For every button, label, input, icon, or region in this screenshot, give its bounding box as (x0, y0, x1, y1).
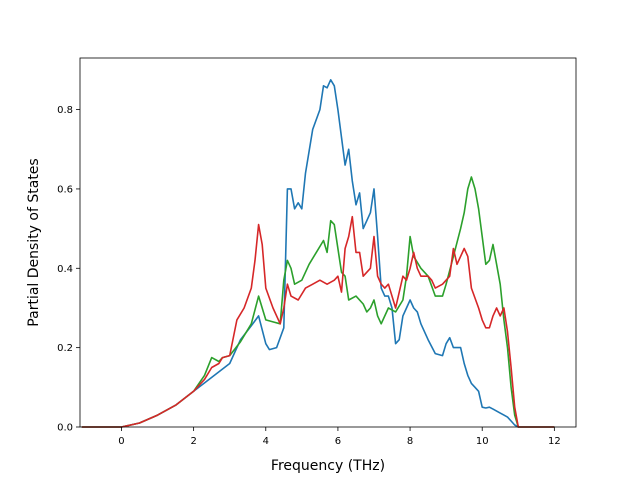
x-tick-label: 6 (335, 436, 341, 447)
x-tick-label: 8 (407, 436, 413, 447)
y-tick-label: 0.6 (57, 184, 73, 195)
y-tick-label: 0.4 (57, 264, 73, 275)
x-tick-label: 2 (190, 436, 196, 447)
x-tick-label: 4 (263, 436, 269, 447)
series-line-2 (81, 176, 555, 428)
y-axis-ticks: 0.0 0.2 0.4 0.6 0.8 (57, 105, 80, 434)
x-tick-label: 0 (118, 436, 124, 447)
x-tick-label: 10 (476, 436, 489, 447)
x-axis-title: Frequency (THz) (271, 458, 385, 474)
y-tick-label: 0.0 (57, 423, 73, 434)
series-line-1 (81, 79, 555, 428)
axes-frame (79, 57, 577, 428)
x-axis-ticks: 0 2 4 6 8 10 12 (118, 427, 561, 447)
y-tick-label: 0.2 (57, 343, 73, 354)
y-axis-title: Partial Density of States (26, 158, 42, 326)
x-tick-label: 12 (548, 436, 561, 447)
plot-lines (81, 79, 555, 428)
series-line-3 (81, 215, 555, 428)
y-tick-label: 0.8 (57, 105, 73, 116)
